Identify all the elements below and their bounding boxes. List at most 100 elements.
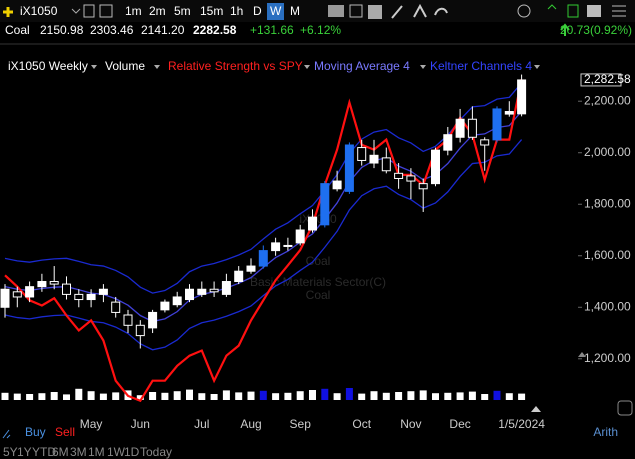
scale-mode[interactable]: Arith (593, 425, 618, 439)
candle-body (406, 175, 416, 182)
y-tick-label: 1,800.00 (584, 196, 631, 210)
range-button[interactable]: 1W (107, 445, 126, 459)
range-button[interactable]: 5Y (3, 445, 18, 459)
candle-body (357, 147, 367, 161)
candle-body (455, 118, 465, 138)
timeframe[interactable]: M (290, 4, 300, 18)
dropdown[interactable] (91, 65, 97, 69)
candle-body (62, 283, 71, 295)
volume-bar (99, 393, 107, 400)
watermark-name: Coal (306, 254, 331, 268)
candle-body (320, 183, 330, 226)
range-button[interactable]: 6M (52, 445, 69, 459)
volume-bar (321, 388, 329, 400)
range-button[interactable]: 1Y (17, 445, 32, 459)
range-button[interactable]: YTD (32, 445, 56, 459)
candle-body (74, 293, 84, 301)
list-icon[interactable] (83, 4, 95, 18)
add-icon[interactable] (3, 7, 13, 17)
volume-bar (333, 393, 341, 400)
symbol-dropdown[interactable] (71, 8, 81, 14)
sell-button[interactable]: Sell (55, 425, 75, 439)
candle-body (381, 157, 391, 172)
quote-change: +131.66 (250, 23, 294, 37)
watermark-sector: Basic Materials Sector(C) (250, 275, 386, 289)
menu-icon[interactable] (612, 5, 626, 17)
x-tick-label: Aug (240, 417, 261, 431)
rt-icon[interactable] (547, 4, 579, 18)
legend-rs[interactable]: Relative Strength vs SPY (168, 59, 303, 73)
candle-body (332, 180, 342, 190)
volume-bar (149, 392, 157, 400)
volume-bar (456, 392, 464, 400)
volume-bar (63, 394, 70, 400)
dropdown[interactable] (420, 65, 426, 69)
x-tick-label: May (80, 417, 103, 431)
volume-bar (198, 393, 206, 400)
range-button[interactable]: 1M (88, 445, 105, 459)
tool-icon[interactable] (587, 5, 601, 17)
volume-bar (407, 391, 415, 400)
candle-body (185, 288, 194, 301)
legend-ma[interactable]: Moving Average 4 (314, 59, 410, 73)
y-tick-label: 1,600.00 (584, 248, 631, 262)
dropdown[interactable] (534, 65, 540, 69)
candle-body (172, 296, 182, 306)
tool-icon[interactable] (328, 5, 344, 17)
range-button[interactable]: 1D (124, 445, 140, 459)
volume-bar (518, 393, 526, 400)
volume-bar (395, 392, 403, 400)
quote-low: 2141.20 (141, 23, 185, 37)
draw-icon[interactable] (2, 429, 11, 439)
buy-button[interactable]: Buy (25, 425, 46, 439)
candle-body (517, 79, 527, 115)
timeframe[interactable]: 1m (125, 4, 142, 18)
timeframe[interactable]: 5m (174, 4, 191, 18)
plot: 1,200.00 1,400.00 1,600.00 1,800.00 2,000.00… (0, 72, 631, 431)
candle-body (246, 265, 256, 272)
tool-icon[interactable] (368, 5, 382, 19)
volume-bar (136, 395, 144, 400)
volume-bar (87, 391, 95, 400)
timeframe[interactable]: 15m (200, 4, 223, 18)
dropdown[interactable] (304, 65, 310, 69)
volume-handle[interactable] (531, 406, 541, 412)
volume-bar (284, 392, 292, 400)
drawing-icons[interactable] (391, 3, 448, 19)
timeframe[interactable]: D (253, 4, 262, 18)
timeframe[interactable]: 1h (230, 4, 243, 18)
x-tick-label: 1/5/2024 (498, 417, 545, 431)
volume-bar (468, 391, 476, 400)
timeframe[interactable]: 2m (149, 4, 166, 18)
timeframe[interactable]: W (270, 4, 282, 18)
legend-volume[interactable]: Volume (105, 59, 145, 73)
last-price-tag (580, 73, 622, 87)
quote-name: Coal (5, 23, 30, 37)
scale-handle[interactable] (578, 352, 586, 357)
volume-bar (370, 391, 378, 400)
volume-bar (259, 390, 267, 400)
legend-chart[interactable]: iX1050 Weekly (8, 59, 88, 73)
y-tick-label: 1,400.00 (584, 299, 631, 313)
x-tick-label: Sep (290, 417, 312, 431)
quote-change-pct: +6.12% (300, 23, 341, 37)
range-button[interactable]: Today (140, 445, 172, 459)
volume-bar (26, 394, 34, 400)
dropdown[interactable] (154, 65, 160, 69)
quote-high: 2303.46 (90, 23, 134, 37)
volume-bar (75, 388, 83, 400)
face-icon[interactable] (517, 4, 531, 18)
symbol[interactable]: iX1050 (20, 4, 58, 18)
legend-kc[interactable]: Keltner Channels 4 (430, 59, 532, 73)
y-tick-label: 1,200.00 (584, 351, 631, 365)
volume-bar (235, 392, 243, 400)
zoom-button[interactable] (617, 400, 633, 416)
candle-body (197, 288, 207, 295)
candle-body (234, 270, 244, 283)
volume-bar (222, 390, 230, 400)
layout-icon[interactable] (99, 4, 113, 18)
range-button[interactable]: 3M (70, 445, 87, 459)
tool-icon[interactable] (349, 4, 363, 18)
